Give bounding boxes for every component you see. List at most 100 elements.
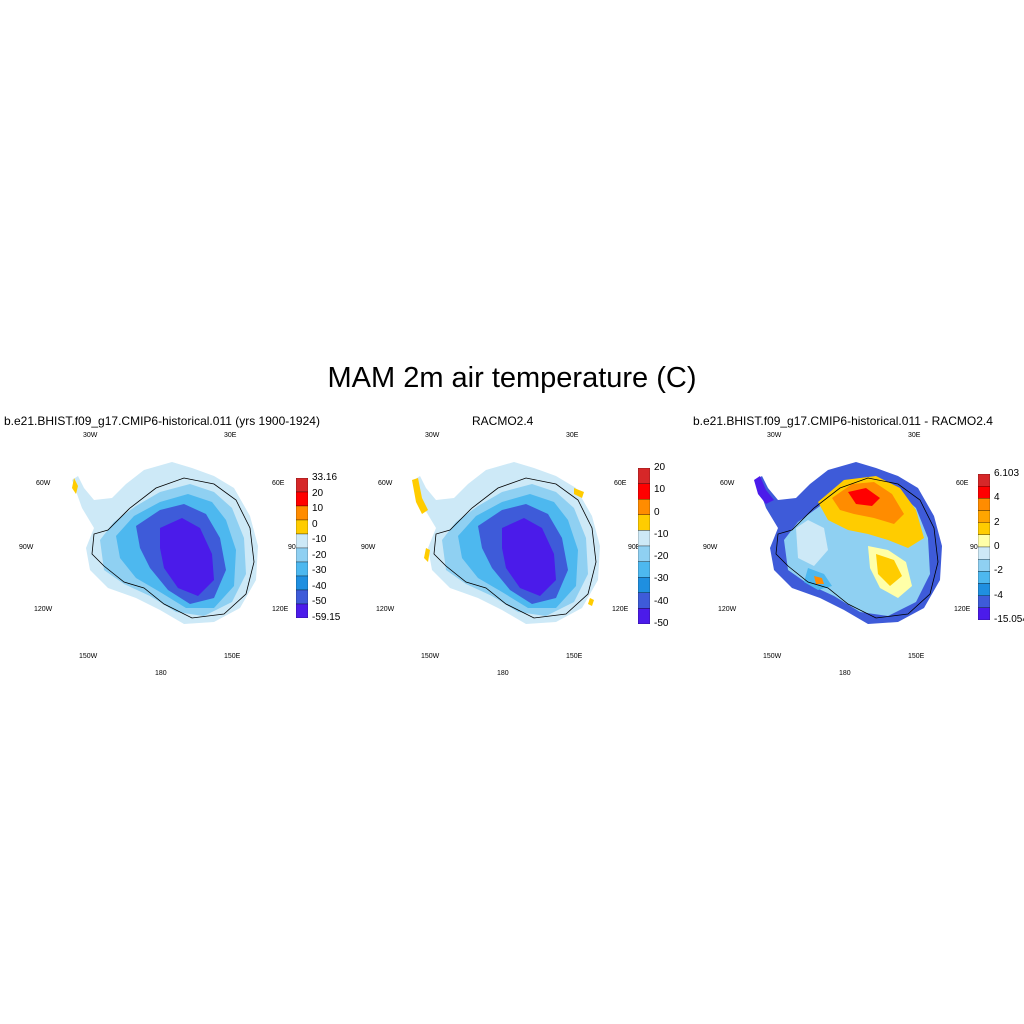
colorbar-tick-label: -50 [654, 618, 669, 629]
panel-title: b.e21.BHIST.f09_g17.CMIP6-historical.011… [4, 414, 320, 428]
colorbar-level [978, 546, 990, 560]
colorbar-difference [978, 474, 990, 620]
panel-difference: b.e21.BHIST.f09_g17.CMIP6-historical.011… [688, 410, 1024, 690]
colorbar-tick-label: -10 [312, 534, 327, 546]
colorbar-level [638, 561, 650, 578]
lon-label-120w: 120W [718, 606, 737, 613]
colorbar-tick-label: -10 [654, 528, 669, 540]
panel-model: b.e21.BHIST.f09_g17.CMIP6-historical.011… [4, 410, 344, 690]
colorbar-level [978, 474, 990, 487]
colorbar-racmo [638, 468, 650, 624]
ice-sheet-outer [72, 462, 258, 624]
colorbar-level [978, 534, 990, 548]
colorbar-tick-label: 0 [654, 506, 660, 518]
colorbar-level [638, 514, 650, 531]
lon-label-90w: 90W [19, 544, 34, 551]
difference-field [754, 462, 942, 624]
colorbar-tick-label: -30 [654, 573, 669, 585]
coastline [433, 477, 597, 619]
lon-label-180: 180 [155, 670, 167, 677]
colorbar-tick-label: 10 [654, 484, 666, 496]
colorbar-level [978, 595, 990, 608]
colorbar-tick-label: -59.15 [312, 612, 341, 623]
colorbar-level [978, 583, 990, 596]
colorbar-tick-label: -30 [312, 565, 327, 577]
colorbar-tick-label: 2 [994, 516, 1000, 528]
colorbar-level [978, 510, 990, 523]
colorbar-level [296, 533, 308, 549]
lon-label-150w: 150W [421, 653, 440, 660]
main-title: MAM 2m air temperature (C) [327, 362, 697, 394]
panel-racmo: RACMO2.4 30W 30E 60W 60E 90W 90E 120W 12… [346, 410, 686, 690]
lon-label-90e: 90E [288, 544, 301, 551]
colorbar-level [296, 603, 308, 618]
antarctica-map-model [72, 462, 258, 624]
colorbar-tick-label: 6.103 [994, 468, 1020, 479]
coastline [91, 477, 255, 619]
lon-label-120w: 120W [34, 606, 53, 613]
lon-label-30w: 30W [83, 432, 98, 439]
colorbar-tick-label: 0 [994, 541, 1000, 552]
colorbar-level [978, 559, 990, 572]
panel-title: RACMO2.4 [472, 414, 534, 428]
antarctica-map-racmo [412, 462, 600, 624]
lon-label-120e: 120E [954, 606, 971, 613]
lon-label-60w: 60W [378, 480, 393, 487]
colorbar-tick-label: -40 [654, 595, 669, 607]
colorbar-level [296, 589, 308, 605]
lon-label-150w: 150W [763, 653, 782, 660]
colorbar-level [978, 522, 990, 535]
colorbar-level [296, 561, 308, 577]
lon-label-90e: 90E [970, 544, 983, 551]
lon-label-180: 180 [497, 670, 509, 677]
colorbar-level [296, 519, 308, 535]
colorbar-level [296, 478, 308, 493]
panel-title: b.e21.BHIST.f09_g17.CMIP6-historical.011… [693, 414, 993, 428]
lon-label-30w: 30W [767, 432, 782, 439]
colorbar-level [638, 608, 650, 624]
lon-label-150e: 150E [224, 653, 241, 660]
lon-label-30e: 30E [908, 432, 921, 439]
colorbar-level [638, 592, 650, 609]
colorbar-tick-label: 0 [312, 518, 318, 530]
lon-label-90w: 90W [703, 544, 718, 551]
lon-label-150w: 150W [79, 653, 98, 660]
colorbar-tick-label: -20 [654, 551, 669, 563]
colorbar-level [978, 607, 990, 620]
lon-label-120e: 120E [612, 606, 629, 613]
lon-label-90e: 90E [628, 544, 641, 551]
antarctica-map-difference [754, 462, 942, 624]
lon-label-90w: 90W [361, 544, 376, 551]
colorbar-level [296, 575, 308, 591]
colorbar-level [638, 545, 650, 562]
colorbar-level [296, 505, 308, 521]
lon-label-30w: 30W [425, 432, 440, 439]
lon-label-150e: 150E [908, 653, 925, 660]
colorbar-tick-label: -20 [312, 549, 327, 561]
colorbar-level [638, 530, 650, 547]
colorbar-tick-label: -2 [994, 565, 1003, 577]
colorbar-tick-label: -40 [312, 580, 327, 592]
colorbar-level [638, 499, 650, 515]
ice-sheet-outer [412, 462, 600, 624]
lon-label-30e: 30E [566, 432, 579, 439]
colorbar-level [978, 571, 990, 584]
colorbar-tick-label: 33.16 [312, 472, 338, 483]
colorbar-level [978, 486, 990, 499]
lon-label-180: 180 [839, 670, 851, 677]
colorbar-level [296, 547, 308, 563]
colorbar-tick-label: -15.054 [994, 614, 1024, 625]
colorbar-level [638, 577, 650, 593]
lon-label-60e: 60E [956, 480, 969, 487]
lon-label-120w: 120W [376, 606, 395, 613]
colorbar-tick-label: 20 [312, 487, 324, 499]
lon-label-60w: 60W [720, 480, 735, 487]
lon-label-60e: 60E [614, 480, 627, 487]
colorbar-tick-label: 20 [654, 462, 666, 473]
colorbar-level [638, 468, 650, 484]
colorbar-tick-label: -50 [312, 596, 327, 608]
colorbar-level [296, 491, 308, 507]
colorbar-tick-label: 4 [994, 492, 1000, 504]
colorbar-model [296, 478, 308, 618]
coastline [775, 477, 939, 619]
